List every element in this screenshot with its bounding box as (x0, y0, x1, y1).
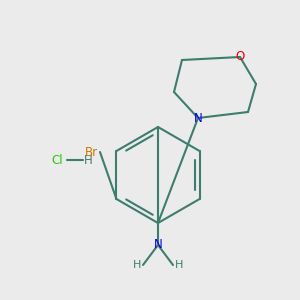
Text: Cl: Cl (51, 154, 63, 166)
Text: O: O (236, 50, 244, 64)
Text: N: N (154, 238, 162, 251)
Text: Br: Br (85, 146, 98, 158)
Text: H: H (175, 260, 183, 270)
Text: H: H (133, 260, 141, 270)
Text: N: N (194, 112, 202, 124)
Text: H: H (84, 154, 92, 166)
